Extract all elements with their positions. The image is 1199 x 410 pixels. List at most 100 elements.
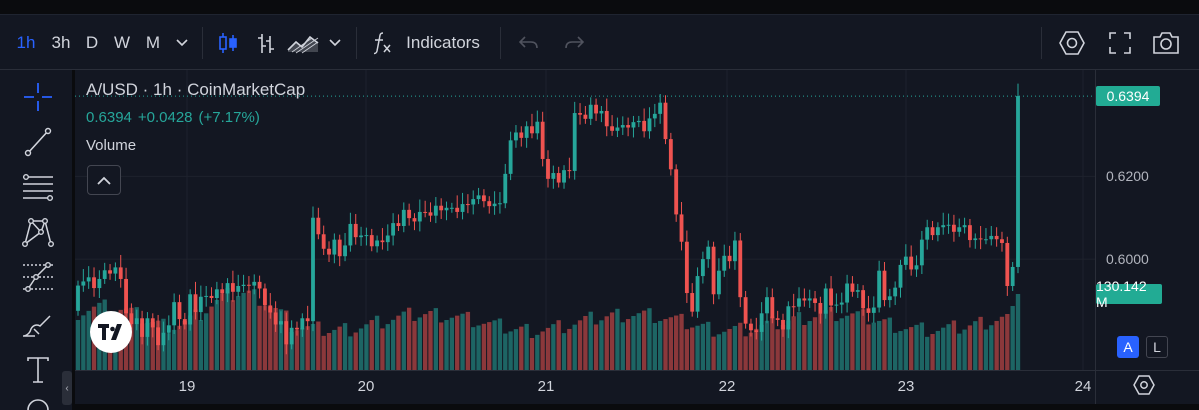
more-tools-icon[interactable] xyxy=(18,388,58,410)
candle-body xyxy=(209,295,214,298)
candle-body xyxy=(129,313,134,325)
volume-bar xyxy=(839,318,844,370)
volume-bar xyxy=(380,328,385,370)
collapse-toolbar-icon[interactable]: ‹ xyxy=(62,371,72,405)
candle-body xyxy=(359,235,363,238)
candle-body xyxy=(1000,239,1004,243)
candle-body xyxy=(551,173,556,179)
candle-body xyxy=(124,278,128,314)
candle-body xyxy=(877,270,882,308)
toolbar-divider xyxy=(202,27,203,59)
log-scale-button[interactable]: L xyxy=(1146,336,1168,358)
brush-icon[interactable] xyxy=(18,307,58,343)
camera-icon[interactable] xyxy=(1149,15,1183,70)
candle-body xyxy=(968,225,972,241)
candle-body xyxy=(524,126,529,138)
bars-icon[interactable] xyxy=(252,15,280,70)
candle-body xyxy=(791,306,796,308)
change-value: +0.0428 xyxy=(137,109,193,126)
volume-bar xyxy=(786,320,791,370)
settings-icon[interactable] xyxy=(1056,15,1088,70)
interval-d[interactable]: D xyxy=(85,32,99,52)
symbol-title[interactable]: A/USD · 1h · CoinMarketCap xyxy=(86,80,306,99)
redo-icon[interactable] xyxy=(560,15,588,70)
candle-body xyxy=(716,270,721,295)
candle-body xyxy=(626,125,631,128)
candle-body xyxy=(503,173,508,204)
candle-body xyxy=(97,278,102,289)
candle-body xyxy=(535,121,540,134)
volume-bar xyxy=(412,320,417,370)
volume-bar xyxy=(989,325,994,370)
candle-body xyxy=(690,293,695,312)
candle-body xyxy=(289,327,294,345)
candle-body xyxy=(145,318,150,337)
fx-icon[interactable] xyxy=(370,15,394,70)
interval-3h[interactable]: 3h xyxy=(51,32,71,52)
volume-label[interactable]: Volume xyxy=(86,137,137,154)
candles-icon[interactable] xyxy=(214,15,242,70)
volume-bar xyxy=(951,320,957,370)
collapse-legend-button[interactable] xyxy=(87,165,121,195)
text-icon[interactable] xyxy=(18,352,58,388)
undo-icon[interactable] xyxy=(515,15,543,70)
candle-body xyxy=(951,224,956,232)
area-icon[interactable] xyxy=(285,15,321,70)
pattern-icon[interactable] xyxy=(18,214,58,250)
volume-bar xyxy=(700,323,706,370)
volume-bar xyxy=(551,324,556,370)
candle-body xyxy=(375,240,380,247)
chevron-down-icon[interactable] xyxy=(172,15,192,70)
candle-body xyxy=(284,321,289,345)
volume-bar xyxy=(358,328,364,370)
candle-body xyxy=(508,140,513,174)
volume-bar xyxy=(193,309,198,370)
time-axis[interactable] xyxy=(75,370,1199,404)
volume-bar xyxy=(588,311,593,370)
candle-body xyxy=(749,323,753,331)
candle-body xyxy=(530,126,534,134)
volume-bar xyxy=(641,310,647,370)
volume-bar xyxy=(957,333,962,370)
volume-bar xyxy=(860,309,866,370)
volume-bar xyxy=(492,320,497,370)
axis-settings-icon[interactable] xyxy=(1133,375,1155,400)
candle-body xyxy=(193,294,198,313)
candle-body xyxy=(946,224,951,226)
volume-bar xyxy=(909,327,914,370)
candle-body xyxy=(989,235,994,240)
candle-body xyxy=(978,238,983,240)
volume-bar xyxy=(465,311,471,370)
crosshair-icon[interactable] xyxy=(18,79,58,115)
volume-bar xyxy=(374,315,380,370)
candle-body xyxy=(348,223,353,246)
volume-bar xyxy=(561,333,567,370)
candle-body xyxy=(252,281,257,286)
volume-bar xyxy=(983,329,989,370)
volume-bar xyxy=(780,324,786,370)
candle-body xyxy=(722,255,727,271)
interval-w[interactable]: W xyxy=(113,32,131,52)
candle-body xyxy=(236,286,241,292)
candle-body xyxy=(279,321,283,325)
candle-body xyxy=(396,223,401,226)
interval-m[interactable]: M xyxy=(145,32,161,52)
auto-scale-button[interactable]: A xyxy=(1117,336,1139,358)
prediction-icon[interactable] xyxy=(18,259,58,295)
volume-bar xyxy=(962,329,967,370)
interval-1h[interactable]: 1h xyxy=(16,32,36,52)
volume-bar xyxy=(252,289,257,370)
candle-body xyxy=(257,281,262,289)
volume-bar xyxy=(182,320,187,370)
volume-bar xyxy=(294,330,300,370)
volume-bar xyxy=(631,316,636,370)
indicators-button[interactable]: Indicators xyxy=(406,32,480,52)
trendline-icon[interactable] xyxy=(18,124,58,160)
candle-body xyxy=(337,239,342,257)
chevron-down-icon[interactable] xyxy=(325,15,345,70)
volume-bar xyxy=(615,308,620,370)
fullscreen-icon[interactable] xyxy=(1104,15,1136,70)
candle-body xyxy=(658,102,663,114)
fib-icon[interactable] xyxy=(18,169,58,205)
candle-body xyxy=(754,330,759,332)
